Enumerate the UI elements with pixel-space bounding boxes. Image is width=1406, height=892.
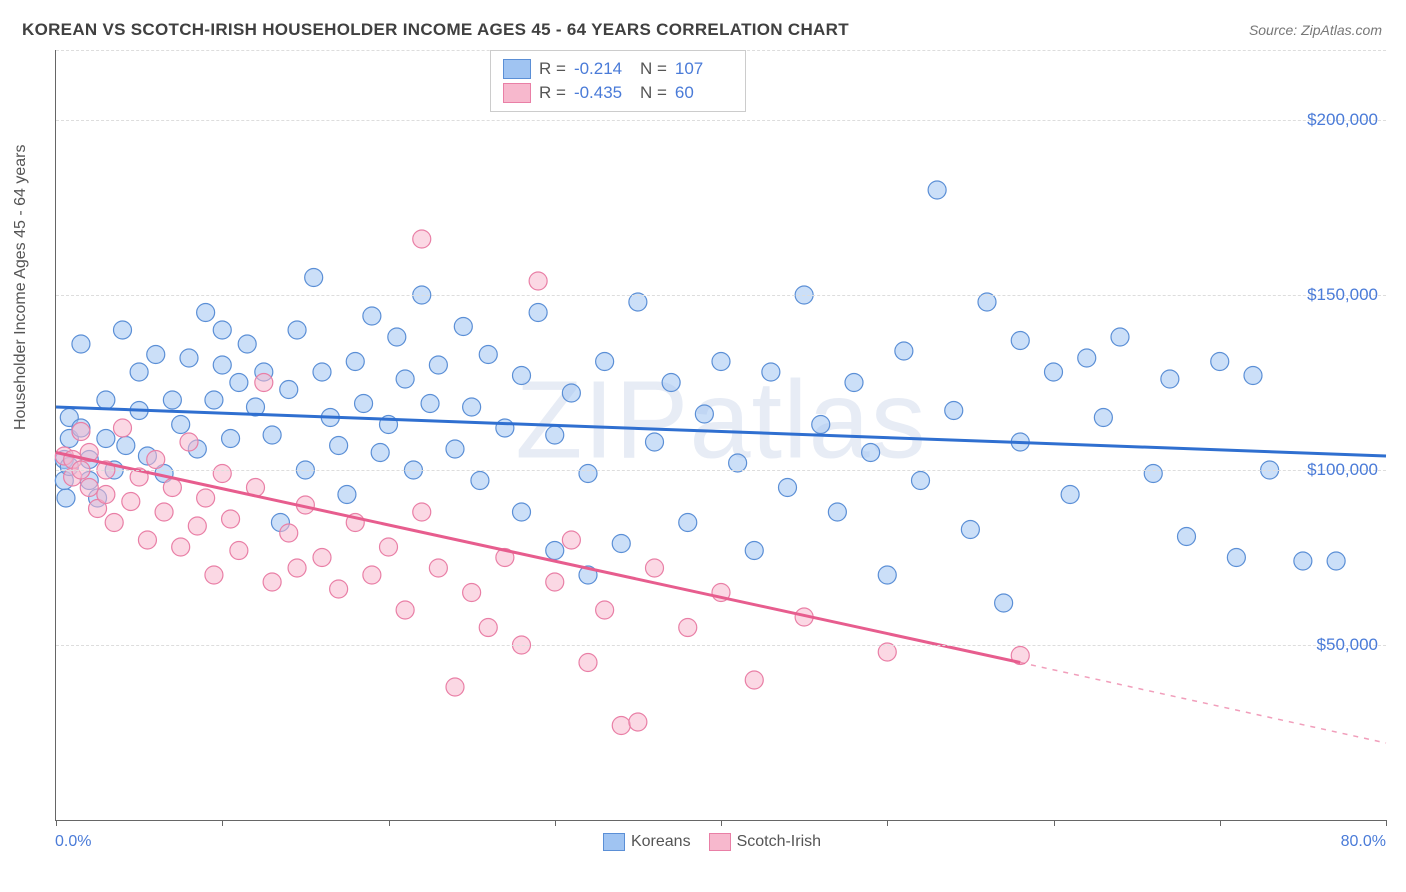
y-tick-label: $50,000 — [1317, 635, 1378, 655]
y-axis-label: Householder Income Ages 45 - 64 years — [12, 145, 30, 431]
plot-area: ZIPatlas $50,000$100,000$150,000$200,000 — [55, 50, 1386, 821]
legend-series-label: Scotch-Irish — [737, 833, 821, 850]
y-tick-label: $100,000 — [1307, 460, 1378, 480]
legend-swatch — [603, 833, 625, 851]
y-tick-label: $150,000 — [1307, 285, 1378, 305]
legend-series-label: Koreans — [631, 833, 691, 850]
source-label: Source: ZipAtlas.com — [1249, 22, 1382, 38]
y-tick-label: $200,000 — [1307, 110, 1378, 130]
legend-n-label: N = — [640, 83, 667, 103]
legend-n-label: N = — [640, 59, 667, 79]
legend-swatch — [709, 833, 731, 851]
legend-r-value: -0.214 — [574, 59, 632, 79]
legend-n-value: 107 — [675, 59, 733, 79]
legend-swatch — [503, 83, 531, 103]
chart-title: KOREAN VS SCOTCH-IRISH HOUSEHOLDER INCOM… — [22, 20, 849, 40]
legend-r-label: R = — [539, 59, 566, 79]
legend-n-value: 60 — [675, 83, 733, 103]
chart-svg — [56, 50, 1386, 820]
legend-r-value: -0.435 — [574, 83, 632, 103]
legend-swatch — [503, 59, 531, 79]
correlation-legend: R = -0.214 N = 107 R = -0.435 N = 60 — [490, 50, 746, 112]
series-legend: Koreans Scotch-Irish — [0, 833, 1406, 851]
legend-r-label: R = — [539, 83, 566, 103]
